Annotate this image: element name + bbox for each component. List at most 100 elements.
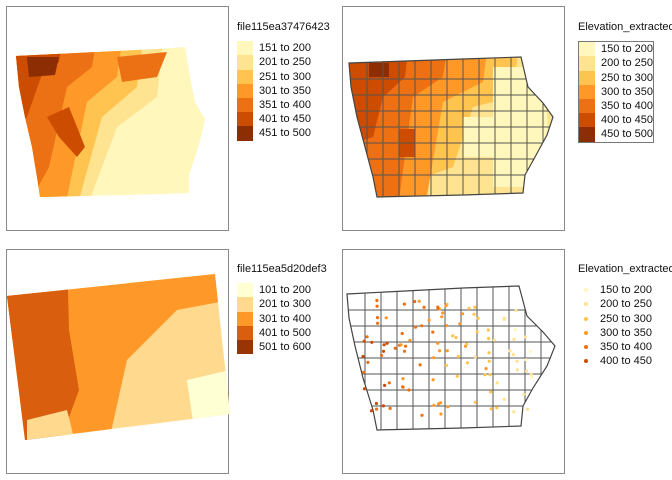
legend-item: 301 to 350 (237, 83, 330, 98)
elevation-point (388, 406, 392, 410)
raster-map-3 (7, 274, 230, 440)
elevation-point (451, 334, 455, 338)
legend-dot (584, 316, 588, 321)
elevation-point (467, 306, 471, 310)
elevation-point (495, 381, 499, 385)
elevation-point (487, 359, 491, 363)
legend-swatch (579, 84, 595, 99)
legend-label: 150 to 200 (601, 43, 653, 56)
elevation-point (502, 317, 506, 321)
elevation-point (362, 339, 366, 343)
legend-swatch (578, 312, 594, 326)
elevation-point (383, 383, 387, 387)
legend-swatch (237, 297, 253, 312)
legend-label: 350 to 400 (600, 340, 652, 353)
legend-label: 201 to 300 (259, 298, 311, 311)
elevation-point (404, 344, 408, 348)
raster-map-1 (16, 47, 205, 197)
legend-swatch (237, 97, 253, 113)
elevation-point (369, 409, 374, 413)
legend-item: 350 to 400 (579, 98, 653, 114)
legend-swatch (578, 326, 594, 340)
elevation-point (513, 328, 517, 332)
elevation-point (402, 349, 407, 353)
elevation-point (523, 335, 527, 339)
legend-swatch (237, 311, 253, 326)
elevation-point (514, 309, 518, 313)
legend-item: 300 to 350 (579, 84, 653, 99)
elevation-point (458, 322, 462, 326)
elevation-point (446, 405, 450, 409)
elevation-point (473, 305, 477, 309)
legend-swatch (237, 83, 253, 98)
legend-label: 301 to 350 (259, 84, 311, 97)
elevation-point (460, 312, 465, 316)
legend-3: file115ea5d20def3 101 to 200 201 to 300 30… (237, 262, 327, 355)
legend-items-4: 150 to 200 200 to 250 250 to 300 300 to 350… (578, 283, 672, 368)
elevation-point (401, 377, 405, 381)
elevation-point (418, 363, 422, 367)
elevation-point (420, 413, 424, 417)
elevation-point (420, 324, 424, 328)
elevation-point (455, 374, 459, 378)
elevation-point (438, 349, 442, 353)
elevation-point (515, 368, 519, 372)
elevation-point (382, 343, 386, 347)
map-frame-4 (342, 249, 565, 474)
legend-item: 300 to 350 (578, 326, 672, 340)
elevation-point (489, 407, 493, 411)
legend-swatch (578, 283, 594, 297)
legend-1: file115ea37476423 151 to 200 201 to 250 25… (237, 20, 330, 141)
elevation-point (473, 400, 477, 404)
elevation-point (476, 316, 480, 320)
elevation-point (444, 304, 448, 308)
map-frame-1 (6, 6, 229, 231)
legend-item: 201 to 300 (237, 297, 327, 312)
elevation-point (432, 403, 436, 407)
elevation-point (488, 373, 492, 377)
legend-label: 400 to 450 (600, 355, 652, 368)
elevation-point (465, 342, 469, 346)
elevation-point (486, 328, 490, 332)
elevation-point (444, 363, 448, 367)
legend-item: 501 to 600 (237, 339, 327, 355)
legend-item: 250 to 300 (579, 70, 653, 85)
legend-label: 251 to 300 (259, 70, 311, 83)
elevation-point (441, 311, 445, 315)
elevation-point (445, 349, 449, 353)
legend-item: 451 to 500 (237, 126, 330, 141)
legend-label: 300 to 350 (600, 326, 652, 339)
elevation-point (484, 367, 488, 371)
legend-dot (584, 330, 588, 335)
elevation-point (400, 331, 404, 336)
elevation-point (366, 360, 370, 364)
elevation-point (502, 397, 506, 401)
legend-swatch (578, 297, 594, 311)
legend-item: 200 to 250 (579, 56, 653, 71)
legend-item: 401 to 500 (237, 325, 327, 340)
legend-swatch (579, 98, 595, 114)
legend-label: 200 to 250 (600, 298, 652, 311)
elevation-point (402, 302, 406, 306)
elevation-point (408, 338, 412, 342)
elevation-point (436, 402, 441, 406)
legend-swatch (237, 112, 253, 127)
elevation-point (422, 305, 426, 309)
elevation-point (387, 381, 391, 385)
elevation-point (362, 370, 366, 374)
legend-label: 150 to 200 (600, 284, 652, 297)
legend-label: 300 to 350 (601, 85, 653, 98)
legend-label: 250 to 300 (600, 312, 652, 325)
elevation-point (381, 349, 386, 353)
elevation-point (374, 401, 378, 406)
legend-title-1: file115ea37476423 (237, 21, 330, 33)
legend-item: 101 to 200 (237, 283, 327, 298)
elevation-point (432, 356, 436, 360)
legend-item: 151 to 200 (237, 41, 330, 56)
legend-item: 150 to 200 (579, 42, 653, 57)
legend-swatch (578, 340, 594, 354)
elevation-point (472, 312, 476, 316)
legend-swatch (237, 55, 253, 70)
legend-item: 350 to 400 (578, 340, 672, 354)
legend-items-1: 151 to 200 201 to 250 251 to 300 301 to 350… (237, 41, 330, 141)
